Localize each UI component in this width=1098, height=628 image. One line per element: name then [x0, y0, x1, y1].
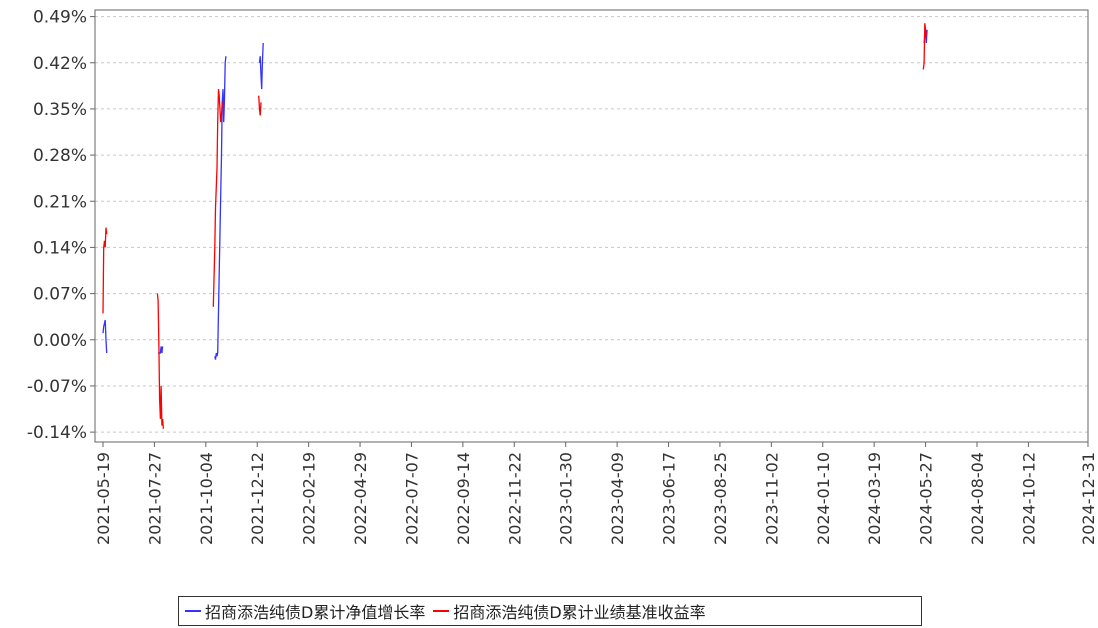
legend-label-nav-growth: 招商添浩纯债D累计净值增长率	[205, 603, 426, 622]
y-tick-label: 0.21%	[33, 192, 87, 212]
grid-lines	[95, 16, 1088, 433]
y-tick-label: 0.07%	[33, 285, 87, 305]
x-tick-label: 2024-12-31	[1079, 452, 1098, 545]
x-tick-label: 2021-05-19	[94, 452, 113, 545]
x-tick-label: 2024-08-04	[968, 452, 987, 545]
x-tick-label: 2024-01-10	[814, 452, 833, 545]
y-tick-label: -0.14%	[27, 423, 87, 443]
x-tick-label: 2021-10-04	[197, 452, 216, 545]
series-0-line	[214, 56, 227, 360]
x-tick-label: 2023-11-02	[762, 452, 781, 545]
x-tick-label: 2021-12-12	[248, 452, 267, 545]
y-tick-label: -0.07%	[27, 377, 87, 397]
x-tick-label: 2023-06-17	[660, 452, 679, 545]
y-tick-label: 0.35%	[33, 100, 87, 120]
legend-label-benchmark: 招商添浩纯债D累计业绩基准收益率	[453, 603, 706, 622]
series-1-line	[212, 89, 223, 307]
series-1-line	[102, 227, 108, 314]
x-tick-label: 2023-01-30	[557, 452, 576, 545]
legend-item-nav-growth: 招商添浩纯债D累计净值增长率	[185, 599, 425, 623]
x-tick-label: 2021-07-27	[145, 452, 164, 545]
y-tick-label: 0.28%	[33, 146, 87, 166]
legend-swatch-nav-growth	[185, 610, 201, 612]
y-tick-label: 0.49%	[33, 8, 87, 28]
x-tick-label: 2022-09-14	[454, 452, 473, 545]
plot-area	[94, 9, 1089, 443]
series-0-line	[258, 42, 264, 90]
series-1-line	[258, 95, 262, 116]
series-1-line	[156, 293, 165, 429]
x-tick-label: 2024-03-19	[865, 452, 884, 545]
y-tick-label: 0.00%	[33, 331, 87, 351]
x-tick-label: 2022-04-29	[351, 452, 370, 545]
y-axis-ticks: 0.49% 0.42% 0.35% 0.28% 0.21% 0.14% 0.07% 0.00%…	[27, 8, 95, 443]
y-tick-label: 0.14%	[33, 238, 87, 258]
x-tick-label: 2022-07-07	[402, 452, 421, 545]
x-tick-label: 2024-10-12	[1019, 452, 1038, 545]
x-tick-label: 2024-05-27	[917, 452, 936, 545]
x-axis-ticks: 2021-05-19 2021-07-27 2021-10-04 2021-12-12…	[94, 442, 1098, 545]
series-1-line	[922, 23, 927, 70]
legend-swatch-benchmark	[433, 610, 450, 612]
legend: 招商添浩纯债D累计净值增长率 招商添浩纯债D累计业绩基准收益率	[178, 596, 922, 626]
x-tick-label: 2022-11-22	[505, 452, 524, 545]
x-tick-label: 2023-04-09	[608, 452, 627, 545]
x-tick-label: 2023-08-25	[711, 452, 730, 545]
y-tick-label: 0.42%	[33, 54, 87, 74]
x-tick-label: 2022-02-19	[300, 452, 319, 545]
series-lines	[102, 23, 928, 429]
legend-item-benchmark: 招商添浩纯债D累计业绩基准收益率	[433, 599, 706, 623]
series-0-line	[102, 319, 108, 354]
